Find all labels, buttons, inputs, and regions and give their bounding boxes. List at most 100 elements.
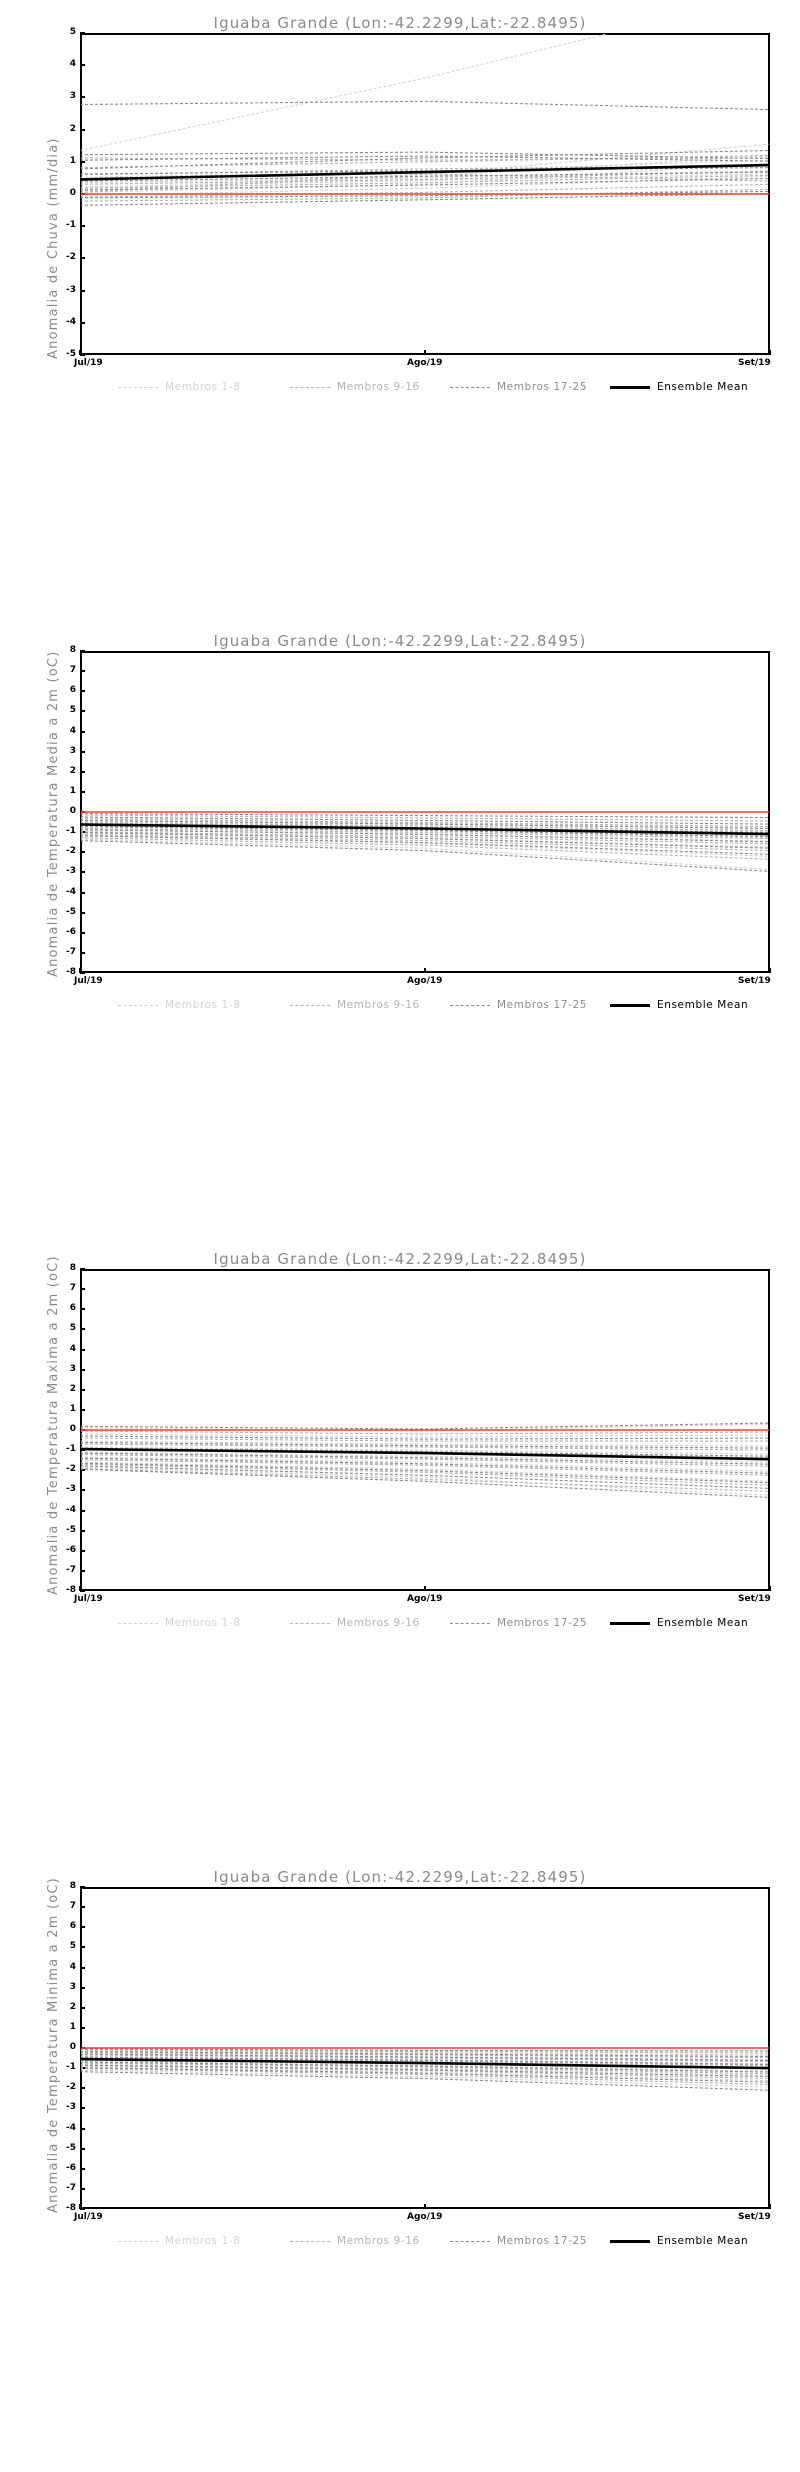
- y-tick-mark: [80, 1549, 85, 1552]
- y-tick-label: 7: [69, 1901, 76, 1912]
- y-tick-mark: [80, 1268, 85, 1270]
- x-tick-mark: [424, 2204, 426, 2209]
- member-line: [81, 1468, 769, 1492]
- legend-item[interactable]: Membros 9-16: [290, 1616, 420, 1630]
- member-line: [81, 827, 769, 840]
- member-line: [81, 1446, 769, 1455]
- y-tick-label: -4: [66, 316, 76, 327]
- legend-item[interactable]: Membros 1-8: [118, 998, 240, 1012]
- member-line: [81, 151, 769, 160]
- legend-item[interactable]: Membros 17-25: [450, 998, 587, 1012]
- chart-panel: Iguaba Grande (Lon:-42.2299,Lat:-22.8495…: [0, 618, 800, 1236]
- member-line: [81, 154, 769, 169]
- member-line: [81, 155, 769, 162]
- member-line: [81, 1452, 769, 1465]
- member-line: [81, 173, 769, 188]
- legend-item[interactable]: Membros 1-8: [118, 380, 240, 394]
- member-line: [81, 1454, 769, 1467]
- legend-item[interactable]: Ensemble Mean: [610, 1616, 748, 1630]
- legend-swatch-icon: [290, 386, 330, 388]
- y-tick-mark: [80, 2167, 85, 2170]
- y-tick-label: 4: [69, 1343, 76, 1354]
- member-line: [81, 2049, 769, 2054]
- y-tick-mark: [80, 32, 85, 34]
- y-tick-mark: [80, 2127, 85, 2130]
- y-tick-mark: [80, 1288, 85, 1291]
- y-tick-label: 0: [69, 188, 76, 198]
- x-tick-label: Jul/19: [74, 976, 103, 986]
- y-tick-label: 5: [69, 705, 76, 716]
- chart-legend: Membros 1-8 Membros 9-16 Membros 17-25 Ense…: [0, 380, 800, 394]
- chart-panel: Iguaba Grande (Lon:-42.2299,Lat:-22.8495…: [0, 0, 800, 618]
- member-line: [81, 2065, 769, 2080]
- y-tick-label: -2: [66, 2082, 76, 2093]
- y-tick-mark: [80, 1590, 85, 1592]
- x-tick-mark: [424, 1586, 426, 1591]
- member-line: [81, 1451, 769, 1463]
- legend-item[interactable]: Membros 9-16: [290, 380, 420, 394]
- y-tick-label: -1: [66, 826, 76, 837]
- legend-item[interactable]: Membros 17-25: [450, 2234, 587, 2248]
- y-tick-label: 1: [69, 1403, 76, 1414]
- legend-swatch-icon: [290, 2240, 330, 2242]
- y-tick-mark: [80, 128, 85, 131]
- member-line: [81, 1443, 769, 1451]
- member-line: [81, 821, 769, 832]
- legend-item[interactable]: Membros 17-25: [450, 380, 587, 394]
- member-line: [81, 814, 769, 822]
- member-line: [81, 2066, 769, 2082]
- y-tick-mark: [80, 871, 85, 874]
- legend-item[interactable]: Membros 1-8: [118, 1616, 240, 1630]
- member-line: [81, 2069, 769, 2088]
- member-line: [81, 813, 769, 819]
- legend-item[interactable]: Ensemble Mean: [610, 2234, 748, 2248]
- member-line: [81, 1435, 769, 1440]
- y-tick-label: -5: [66, 2142, 76, 2153]
- series-canvas: [81, 1422, 769, 1498]
- legend-label: Membros 17-25: [497, 2235, 588, 2247]
- y-tick-label: 3: [69, 1981, 76, 1992]
- y-tick-label: 2: [69, 765, 76, 776]
- legend-item[interactable]: Membros 17-25: [450, 1616, 587, 1630]
- y-tick-label: -3: [66, 1484, 76, 1495]
- member-line: [81, 1422, 769, 1430]
- member-line: [81, 825, 769, 838]
- y-tick-mark: [80, 2187, 85, 2190]
- y-tick-label: -2: [66, 1464, 76, 1475]
- legend-item[interactable]: Ensemble Mean: [610, 998, 748, 1012]
- legend-label: Ensemble Mean: [657, 1617, 749, 1629]
- y-tick-mark: [80, 2006, 85, 2009]
- y-tick-label: -8: [66, 1585, 76, 1595]
- x-tick-label: Set/19: [738, 1594, 771, 1604]
- y-tick-label: -1: [66, 1444, 76, 1455]
- y-tick-mark: [80, 1368, 85, 1371]
- y-tick-label: 2: [69, 123, 76, 134]
- y-tick-label: -6: [66, 1544, 76, 1555]
- y-tick-label: -1: [66, 2062, 76, 2073]
- legend-label: Ensemble Mean: [657, 999, 749, 1011]
- legend-item[interactable]: Membros 1-8: [118, 2234, 240, 2248]
- legend-item[interactable]: Ensemble Mean: [610, 380, 748, 394]
- y-tick-label: 4: [69, 725, 76, 736]
- member-line: [81, 1437, 769, 1442]
- x-tick-label: Ago/19: [407, 2212, 443, 2222]
- y-tick-mark: [80, 1906, 85, 1909]
- legend-item[interactable]: Membros 9-16: [290, 2234, 420, 2248]
- member-line: [81, 171, 769, 182]
- x-tick-mark: [79, 1586, 81, 1591]
- legend-item[interactable]: Membros 9-16: [290, 998, 420, 1012]
- legend-label: Membros 9-16: [337, 2235, 420, 2247]
- y-tick-label: 1: [69, 155, 76, 166]
- y-tick-label: 5: [69, 1941, 76, 1952]
- y-tick-label: 3: [69, 745, 76, 756]
- y-tick-mark: [80, 160, 85, 163]
- legend-swatch-icon: [610, 2239, 650, 2243]
- y-tick-label: 1: [69, 2021, 76, 2032]
- member-line: [81, 100, 769, 111]
- y-tick-label: -1: [66, 220, 76, 231]
- member-line: [81, 1461, 769, 1482]
- member-line: [81, 1466, 769, 1496]
- series-canvas: [81, 2047, 769, 2091]
- legend-swatch-icon: [118, 1004, 158, 1006]
